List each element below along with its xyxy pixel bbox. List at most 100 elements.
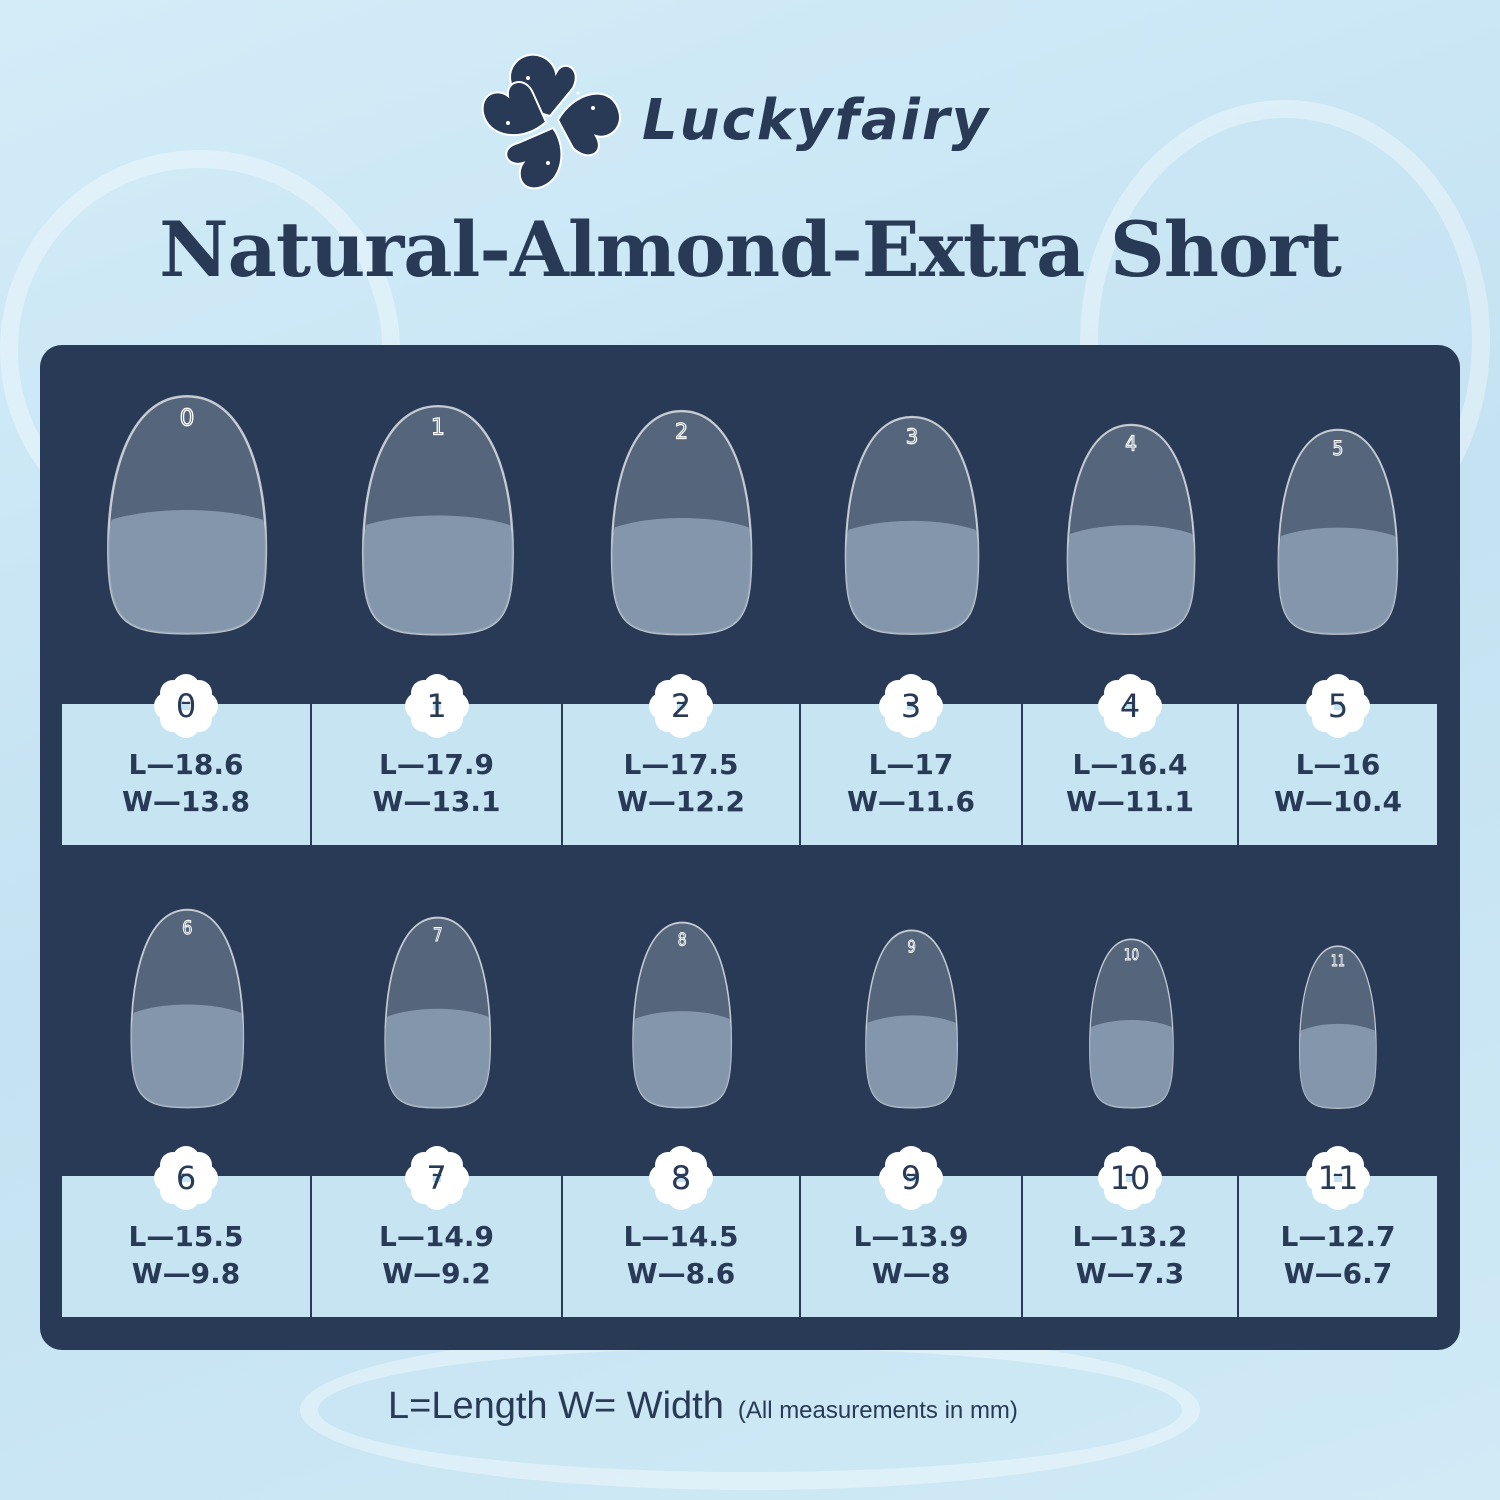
- width-value: W—8: [871, 1256, 951, 1290]
- size-number-badge: 6: [154, 1146, 218, 1210]
- size-cell-2: 2 L—17.5 W—12.2: [563, 674, 801, 845]
- svg-text:4: 4: [1125, 432, 1137, 456]
- width-value: W—11.6: [847, 784, 975, 818]
- clover-star-icon: [481, 53, 621, 190]
- units-note: (All measurements in mm): [737, 1397, 1018, 1424]
- flower-icon: [154, 674, 218, 738]
- svg-text:11: 11: [1331, 952, 1345, 970]
- size-number-badge: 4: [1098, 674, 1162, 738]
- size-cell-7: 7 L—14.9 W—9.2: [312, 1146, 563, 1317]
- size-number: 10: [1109, 1159, 1151, 1197]
- length-value: L—17.5: [623, 747, 739, 781]
- page-title: Natural-Almond-Extra Short: [159, 205, 1342, 294]
- nail-tip-8: 8: [632, 921, 732, 1109]
- size-cell-11: 11 L—12.7 W—6.7: [1239, 1146, 1437, 1317]
- width-value: W—12.2: [617, 784, 745, 818]
- width-value: W—10.4: [1274, 784, 1402, 818]
- flower-icon: [879, 674, 943, 738]
- legend-text: L=Length W= Width: [388, 1385, 724, 1427]
- size-number-badge: 1: [404, 674, 469, 738]
- size-number: 1: [426, 687, 447, 725]
- length-value: L—15.5: [128, 1219, 244, 1253]
- size-number: 6: [175, 1159, 197, 1197]
- brand-logo: Luckyfairy: [478, 48, 990, 193]
- svg-text:9: 9: [908, 937, 916, 957]
- length-value: L—17.9: [379, 747, 494, 781]
- length-value: L—13.9: [853, 1219, 969, 1253]
- svg-text:6: 6: [182, 918, 192, 939]
- svg-text:10: 10: [1123, 947, 1138, 965]
- flower-icon: [1098, 1146, 1162, 1210]
- size-number: 2: [670, 687, 692, 725]
- size-number: 11: [1317, 1159, 1359, 1197]
- size-cell-10: 10 L—13.2 W—7.3: [1023, 1146, 1239, 1317]
- size-cell-1: 1 L—17.9 W—13.1: [312, 674, 563, 845]
- size-table-row: 0 L—18.6 W—13.8 1 L—17.9 W—13.1 2 L—17.5…: [62, 674, 1437, 845]
- flower-icon: [1306, 1146, 1370, 1210]
- flower-icon: [879, 1146, 943, 1210]
- length-value: L—14.9: [379, 1219, 494, 1253]
- length-value: L—16.4: [1072, 747, 1188, 781]
- width-value: W—6.7: [1283, 1256, 1393, 1290]
- width-value: W—9.2: [382, 1256, 491, 1290]
- nail-tip-0: 0: [106, 395, 268, 635]
- svg-text:3: 3: [906, 424, 918, 449]
- nail-tip-4: 4: [1066, 423, 1196, 636]
- nail-tip-2: 2: [611, 409, 753, 636]
- flower-icon: [1306, 674, 1370, 738]
- size-cell-8: 8 L—14.5 W—8.6: [563, 1146, 801, 1317]
- nail-tip-11: 11: [1299, 945, 1377, 1109]
- length-value: L—16: [1295, 747, 1381, 781]
- svg-text:7: 7: [433, 924, 443, 946]
- width-value: W—11.1: [1066, 784, 1194, 818]
- size-cell-6: 6 L—15.5 W—9.8: [62, 1146, 312, 1317]
- flower-icon: [404, 1146, 469, 1210]
- flower-icon: [649, 674, 713, 738]
- width-value: W—9.8: [131, 1256, 241, 1290]
- svg-text:0: 0: [180, 406, 195, 432]
- size-number-badge: 5: [1306, 674, 1370, 738]
- nail-tip-9: 9: [865, 929, 959, 1109]
- size-number-badge: 2: [649, 674, 713, 738]
- width-value: W—7.3: [1075, 1256, 1185, 1290]
- nail-tip-6: 6: [130, 908, 244, 1109]
- size-cell-9: 9 L—13.9 W—8: [801, 1146, 1023, 1317]
- size-cell-5: 5 L—16 W—10.4: [1239, 674, 1437, 845]
- svg-text:8: 8: [677, 929, 686, 950]
- nail-tip-1: 1: [361, 404, 514, 636]
- length-value: L—17: [868, 747, 954, 781]
- svg-text:2: 2: [676, 419, 689, 444]
- size-number: 3: [900, 687, 922, 725]
- length-value: L—18.6: [128, 747, 244, 781]
- brand-name: Luckyfairy: [642, 88, 990, 153]
- width-value: W—8.6: [626, 1256, 736, 1290]
- size-table-row: 6 L—15.5 W—9.8 7 L—14.9 W—9.2 8 L—14.5 W…: [62, 1146, 1437, 1317]
- length-value: L—14.5: [623, 1219, 739, 1253]
- width-value: W—13.1: [372, 784, 501, 818]
- size-number-badge: 10: [1098, 1146, 1162, 1210]
- svg-text:5: 5: [1332, 438, 1343, 460]
- size-number-badge: 7: [404, 1146, 469, 1210]
- size-number: 5: [1327, 687, 1349, 725]
- nail-tip-3: 3: [844, 416, 980, 636]
- size-number: 7: [426, 1159, 447, 1197]
- size-number-badge: 8: [649, 1146, 713, 1210]
- length-value: L—13.2: [1072, 1219, 1188, 1253]
- size-number-badge: 11: [1306, 1146, 1370, 1210]
- size-number-badge: 0: [154, 674, 218, 738]
- nail-tip-7: 7: [384, 916, 491, 1109]
- size-number: 8: [670, 1159, 692, 1197]
- size-cell-3: 3 L—17 W—11.6: [801, 674, 1023, 845]
- size-number-badge: 3: [879, 674, 943, 738]
- size-cell-4: 4 L—16.4 W—11.1: [1023, 674, 1239, 845]
- svg-text:1: 1: [431, 415, 445, 440]
- size-cell-0: 0 L—18.6 W—13.8: [62, 674, 312, 845]
- size-number-badge: 9: [879, 1146, 943, 1210]
- length-value: L—12.7: [1280, 1219, 1396, 1253]
- width-value: W—13.8: [122, 784, 250, 818]
- size-number: 4: [1119, 687, 1141, 725]
- measurement-legend: L=Length W= Width (All measurements in mm…: [388, 1385, 1018, 1428]
- size-number: 0: [175, 687, 197, 725]
- nail-tip-10: 10: [1088, 938, 1174, 1109]
- flower-icon: [1098, 674, 1162, 738]
